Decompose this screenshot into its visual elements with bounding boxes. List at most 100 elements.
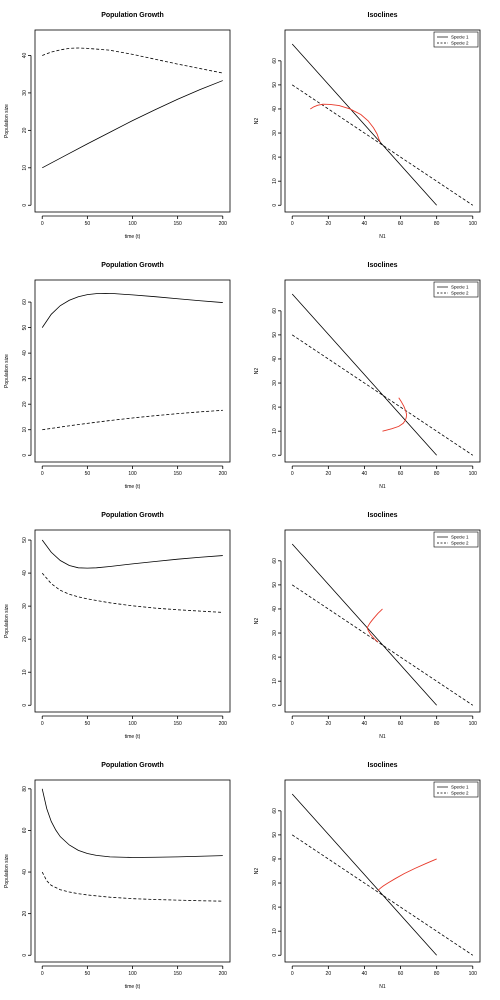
legend-label: Specie 1 <box>451 535 469 540</box>
chart-title: Isoclines <box>368 262 398 269</box>
x-tick-label: 100 <box>128 721 137 727</box>
series-line-solid <box>291 43 437 206</box>
y-tick-label: 10 <box>272 428 278 434</box>
x-axis-title: N1 <box>379 734 386 740</box>
series-line-dashed <box>41 871 223 902</box>
x-tick-label: 200 <box>219 721 228 727</box>
y-tick-label: 40 <box>22 570 28 576</box>
chart-title: Population Growth <box>101 262 164 269</box>
y-tick-label: 30 <box>272 630 278 636</box>
x-tick-label: 60 <box>398 221 404 227</box>
y-tick-label: 60 <box>272 558 278 564</box>
y-tick-label: 30 <box>22 90 28 96</box>
plot-frame <box>34 279 231 463</box>
y-tick-label: 0 <box>272 704 278 707</box>
x-axis-title: N1 <box>379 984 386 990</box>
x-tick-label: 100 <box>128 471 137 477</box>
series-line-solid <box>291 293 437 456</box>
y-tick-label: 20 <box>272 154 278 160</box>
x-tick-label: 60 <box>398 721 404 727</box>
y-axis-title: N2 <box>254 868 260 875</box>
legend-label: Specie 2 <box>451 41 469 46</box>
chart-panel-4: 0 20 40 60 80 100 0 10 20 30 40 50 60 Isoclines N1 N2 Sp… <box>254 262 481 490</box>
series-line-dashed <box>42 47 223 74</box>
chart-panel-5: 0 50 100 150 200 0 10 20 30 40 50 Population Growth… <box>4 512 231 740</box>
y-tick-label: 60 <box>272 808 278 814</box>
y-tick-label: 40 <box>22 52 28 58</box>
legend-label: Specie 1 <box>451 785 469 790</box>
x-tick-label: 200 <box>219 971 228 977</box>
legend-label: Specie 2 <box>451 541 469 546</box>
plot-frame <box>34 529 231 713</box>
series-line-solid <box>41 788 223 858</box>
legend-label: Specie 1 <box>451 285 469 290</box>
legend-label: Specie 2 <box>451 791 469 796</box>
x-tick-label: 100 <box>128 971 137 977</box>
y-tick-label: 10 <box>272 178 278 184</box>
series-line-dashed <box>291 834 474 956</box>
legend-label: Specie 1 <box>451 35 469 40</box>
x-tick-label: 80 <box>434 721 440 727</box>
x-tick-label: 100 <box>469 721 478 727</box>
x-tick-label: 80 <box>434 471 440 477</box>
y-tick-label: 50 <box>22 537 28 543</box>
plot-frame <box>284 779 481 963</box>
x-tick-label: 100 <box>469 971 478 977</box>
chart-title: Isoclines <box>368 12 398 19</box>
y-tick-label: 30 <box>272 130 278 136</box>
y-tick-label: 40 <box>22 350 28 356</box>
y-axis-title: Population size <box>4 354 10 388</box>
x-tick-label: 50 <box>85 721 91 727</box>
chart-title: Population Growth <box>101 762 164 769</box>
plot-frame <box>284 29 481 213</box>
x-tick-label: 0 <box>291 221 294 227</box>
x-tick-label: 0 <box>41 721 44 727</box>
y-tick-label: 40 <box>272 856 278 862</box>
y-axis-title: N2 <box>254 618 260 625</box>
y-tick-label: 0 <box>272 204 278 207</box>
chart-title: Population Growth <box>101 12 164 19</box>
chart-panel-6: 0 20 40 60 80 100 0 10 20 30 40 50 60 Isoclines N1 N2 Sp… <box>254 512 481 740</box>
x-axis-title: time (t) <box>125 234 141 240</box>
x-tick-label: 20 <box>326 471 332 477</box>
x-tick-label: 100 <box>469 471 478 477</box>
x-tick-label: 150 <box>173 471 182 477</box>
series-line-solid <box>291 793 437 956</box>
y-tick-label: 60 <box>272 58 278 64</box>
chart-title: Isoclines <box>368 762 398 769</box>
plot-frame <box>284 279 481 463</box>
x-tick-label: 0 <box>41 471 44 477</box>
y-tick-label: 20 <box>22 636 28 642</box>
y-tick-label: 0 <box>22 204 28 207</box>
x-tick-label: 150 <box>173 971 182 977</box>
x-tick-label: 0 <box>291 471 294 477</box>
x-tick-label: 60 <box>398 471 404 477</box>
x-axis-title: time (t) <box>125 484 141 490</box>
x-tick-label: 0 <box>291 971 294 977</box>
series-line-solid <box>42 80 223 169</box>
y-tick-label: 10 <box>22 669 28 675</box>
x-tick-label: 150 <box>173 721 182 727</box>
legend-label: Specie 2 <box>451 291 469 296</box>
chart-title: Population Growth <box>101 512 164 519</box>
x-tick-label: 0 <box>291 721 294 727</box>
y-tick-label: 10 <box>22 427 28 433</box>
series-line-dashed <box>291 84 474 206</box>
y-tick-label: 0 <box>22 954 28 957</box>
y-tick-label: 40 <box>272 106 278 112</box>
y-tick-label: 20 <box>272 904 278 910</box>
y-tick-label: 20 <box>22 127 28 133</box>
x-axis-title: N1 <box>379 234 386 240</box>
x-axis-title: time (t) <box>125 984 141 990</box>
y-tick-label: 20 <box>22 911 28 917</box>
y-axis-title: Population size <box>4 604 10 638</box>
plot-frame <box>34 779 231 963</box>
y-tick-label: 50 <box>272 582 278 588</box>
chart-panel-2: 0 20 40 60 80 100 0 10 20 30 40 50 60 Isoclines N1 N2 Sp… <box>254 12 481 240</box>
x-axis-title: N1 <box>379 484 386 490</box>
y-tick-label: 20 <box>272 654 278 660</box>
x-tick-label: 100 <box>469 221 478 227</box>
x-tick-label: 0 <box>41 971 44 977</box>
x-tick-label: 0 <box>41 221 44 227</box>
